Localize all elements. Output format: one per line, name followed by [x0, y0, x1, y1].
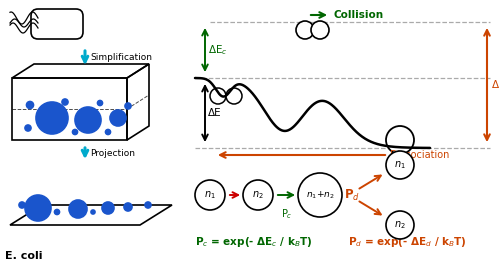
Text: n$_1$: n$_1$	[394, 159, 406, 171]
Circle shape	[145, 202, 151, 208]
Text: n$_1$: n$_1$	[204, 189, 216, 201]
Text: Simplification: Simplification	[90, 54, 152, 63]
Circle shape	[36, 102, 68, 134]
Circle shape	[54, 210, 60, 214]
Circle shape	[243, 180, 273, 210]
Circle shape	[124, 203, 132, 211]
FancyBboxPatch shape	[31, 9, 83, 39]
Circle shape	[19, 202, 25, 208]
Circle shape	[110, 110, 126, 126]
Text: P$_c$ = exp(- ΔE$_c$ / k$_B$T): P$_c$ = exp(- ΔE$_c$ / k$_B$T)	[195, 235, 312, 249]
Text: P$_d$ = exp(- ΔE$_d$ / k$_B$T): P$_d$ = exp(- ΔE$_d$ / k$_B$T)	[348, 235, 467, 249]
Circle shape	[296, 21, 314, 39]
Text: P$_d$: P$_d$	[344, 187, 360, 202]
Text: Collision: Collision	[334, 10, 384, 20]
Circle shape	[210, 88, 226, 104]
Text: ΔE$_d$: ΔE$_d$	[491, 78, 500, 92]
Circle shape	[25, 125, 31, 131]
Text: ΔE: ΔE	[208, 108, 222, 118]
Text: E. coli: E. coli	[5, 251, 43, 261]
Circle shape	[106, 130, 110, 135]
Circle shape	[195, 180, 225, 210]
Circle shape	[102, 202, 114, 214]
Text: ΔE$_c$: ΔE$_c$	[208, 43, 228, 57]
Circle shape	[386, 126, 414, 154]
Text: Projection: Projection	[90, 148, 135, 157]
Circle shape	[298, 173, 342, 217]
Text: n$_2$: n$_2$	[394, 219, 406, 231]
Circle shape	[62, 99, 68, 105]
Circle shape	[226, 88, 242, 104]
Text: Dissociation: Dissociation	[390, 150, 450, 160]
Circle shape	[125, 103, 131, 109]
Circle shape	[75, 107, 101, 133]
Text: n$_1$+n$_2$: n$_1$+n$_2$	[306, 189, 334, 201]
Circle shape	[98, 100, 102, 105]
Circle shape	[386, 211, 414, 239]
Circle shape	[386, 151, 414, 179]
Circle shape	[91, 210, 95, 214]
Text: n$_2$: n$_2$	[252, 189, 264, 201]
Circle shape	[25, 195, 51, 221]
Text: P$_c$: P$_c$	[281, 207, 293, 221]
Circle shape	[26, 101, 34, 108]
Circle shape	[72, 130, 78, 135]
Circle shape	[311, 21, 329, 39]
Circle shape	[69, 200, 87, 218]
